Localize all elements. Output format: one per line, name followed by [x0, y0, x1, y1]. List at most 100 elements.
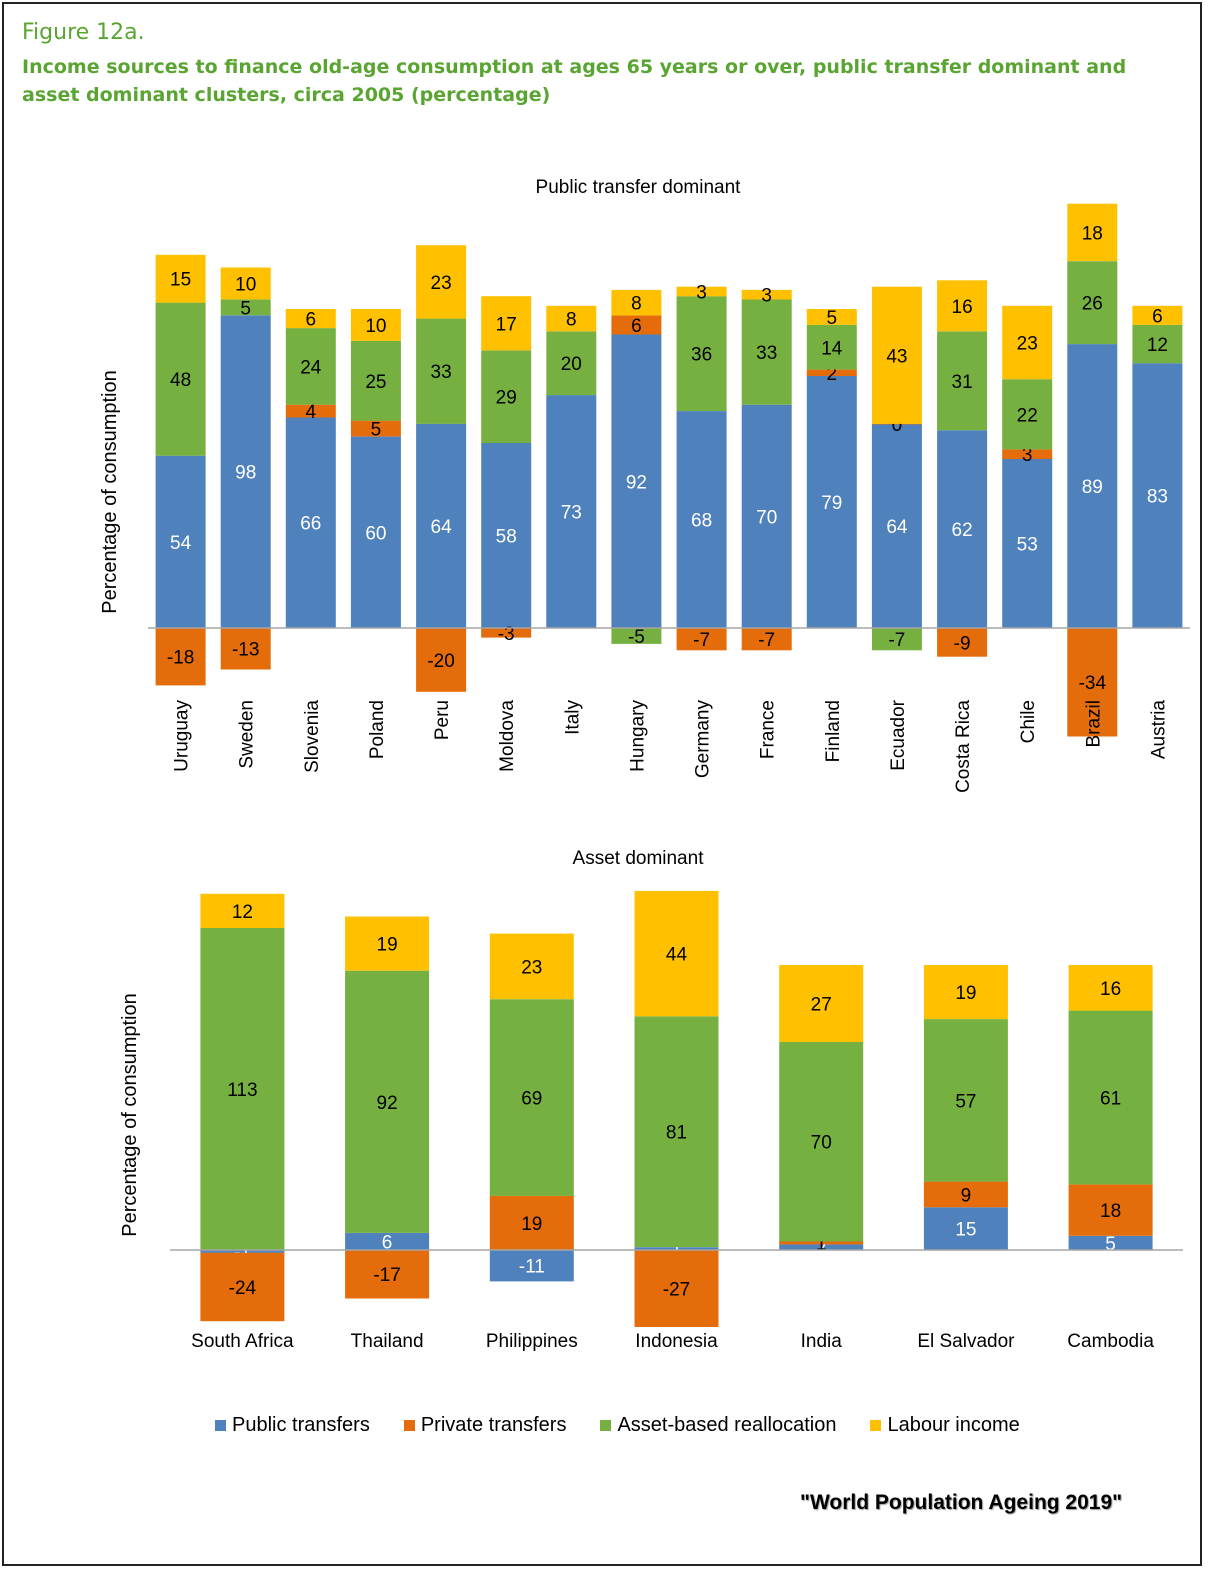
chart-2-bar-private-4	[779, 1241, 864, 1245]
chart-1-data-label-public-6: 73	[561, 503, 582, 524]
chart-1-data-label-public-4: 64	[431, 517, 453, 538]
chart-2-data-label-labour-0: 12	[232, 902, 253, 923]
chart-2-bar-asset-0	[200, 928, 285, 1251]
chart-1-bar-public-14	[1067, 344, 1118, 628]
chart-1-data-label-private-14: -34	[1079, 673, 1107, 694]
chart-1-bar-public-8	[676, 411, 727, 628]
chart-2-data-label-asset-5: 57	[955, 1091, 976, 1112]
chart-2-bar-private-6	[1068, 1184, 1153, 1236]
legend-item-public: Public transfers	[215, 1414, 370, 1437]
chart-1-data-label-asset-13: 22	[1017, 405, 1038, 426]
chart-1-bar-public-3	[350, 436, 401, 628]
chart-1-category-label-8: Germany	[693, 700, 714, 779]
chart-1-data-label-labour-3: 10	[365, 316, 386, 337]
chart-2-category-label-2: Philippines	[486, 1331, 578, 1352]
chart-2-bar-private-3	[634, 1250, 719, 1327]
chart-1-data-label-labour-10: 5	[827, 308, 838, 329]
chart-1-bar-private-14	[1067, 628, 1118, 737]
chart-2-data-label-private-5: 9	[961, 1185, 972, 1206]
chart-1-category-label-2: Slovenia	[302, 700, 323, 773]
chart-2-data-label-private-0: -24	[229, 1278, 257, 1299]
chart-1-bar-labour-9	[741, 289, 792, 300]
chart-1-data-label-asset-15: 12	[1147, 335, 1168, 356]
chart-1-data-label-asset-14: 26	[1082, 294, 1103, 315]
chart-2-data-label-public-4: 2	[816, 1238, 827, 1259]
chart-1-data-label-private-4: -20	[427, 651, 454, 672]
chart-1-data-label-public-0: 54	[170, 533, 192, 554]
chart-1-bar-asset-10	[806, 324, 857, 370]
chart-1-y-axis-label: Percentage of consumption	[99, 370, 121, 614]
chart-2-data-label-private-4: 1	[816, 1234, 827, 1255]
chart-2-category-label-3: Indonesia	[635, 1331, 718, 1352]
source-note: "World Population Ageing 2019"	[800, 1491, 1123, 1514]
chart-2-data-label-public-6: 5	[1105, 1234, 1116, 1255]
chart-1-data-label-public-2: 66	[300, 514, 321, 535]
chart-1-bar-public-12	[937, 430, 988, 628]
legend-swatch-labour	[870, 1420, 882, 1431]
chart-2-data-label-public-1: 6	[382, 1233, 393, 1254]
chart-1-plot: 54-184815Uruguay98-13510Sweden664246Slov…	[148, 203, 1190, 793]
chart-1-bar-labour-1	[220, 267, 271, 300]
chart-1-data-label-public-13: 53	[1017, 535, 1038, 556]
legend-label-labour: Labour income	[887, 1414, 1020, 1436]
chart-1-bar-private-5	[481, 628, 532, 638]
chart-1-data-label-public-9: 70	[756, 507, 777, 528]
chart-1-bar-private-12	[937, 628, 988, 657]
chart-1-data-label-labour-12: 16	[952, 297, 973, 318]
chart-1-bar-public-7	[611, 334, 662, 628]
chart-1-bar-asset-11	[871, 628, 922, 651]
chart-2-data-label-labour-2: 23	[521, 957, 542, 978]
figure-title: Income sources to finance old-age consum…	[22, 56, 1127, 106]
chart-2-bar-public-0	[200, 1250, 285, 1253]
chart-2-bar-private-0	[200, 1252, 285, 1322]
chart-1-bar-asset-8	[676, 296, 727, 411]
chart-1-bar-labour-6	[546, 305, 597, 332]
chart-2-bar-labour-4	[779, 965, 864, 1042]
chart-1-bar-private-2	[285, 404, 336, 418]
chart-2-bar-labour-5	[923, 965, 1008, 1020]
chart-1-bar-asset-9	[741, 299, 792, 405]
chart-1-category-label-4: Peru	[432, 700, 453, 740]
chart-1-bar-asset-15	[1132, 324, 1183, 364]
chart-2-bar-private-2	[489, 1195, 574, 1250]
chart-1-data-label-private-3: 5	[371, 420, 382, 441]
chart-1-bar-public-2	[285, 417, 336, 628]
chart-2-data-label-asset-3: 81	[666, 1123, 687, 1144]
chart-1-bar-labour-10	[806, 309, 857, 325]
chart-2-bar-public-4	[779, 1244, 864, 1250]
chart-1-data-label-private-1: -13	[232, 640, 259, 661]
chart-2-bar-labour-1	[345, 916, 430, 971]
chart-1-data-label-labour-8: 3	[696, 283, 707, 304]
chart-1-bar-labour-3	[350, 309, 401, 341]
chart-2-bar-public-6	[1068, 1235, 1153, 1251]
chart-1-data-label-private-0: -18	[167, 648, 194, 669]
chart-1-bar-public-9	[741, 404, 792, 628]
chart-1-data-label-asset-10: 14	[821, 338, 843, 359]
chart-1-bar-labour-12	[937, 280, 988, 332]
chart-1-data-label-private-13: 3	[1022, 445, 1033, 466]
chart-1-data-label-public-1: 98	[235, 463, 256, 484]
chart-1-data-label-labour-11: 43	[886, 346, 907, 367]
chart-1-bar-private-4	[416, 628, 467, 692]
legend-item-private: Private transfers	[403, 1414, 566, 1437]
chart-1-data-label-public-11: 64	[886, 517, 908, 538]
chart-1-title: Public transfer dominant	[536, 177, 742, 198]
chart-1-bar-public-4	[416, 423, 467, 628]
chart-1-bar-labour-15	[1132, 305, 1183, 325]
chart-1-bar-asset-14	[1067, 261, 1118, 345]
chart-1-data-label-labour-1: 10	[235, 275, 256, 296]
chart-2-bar-public-2	[489, 1250, 574, 1282]
chart-2-data-label-private-1: -17	[373, 1265, 400, 1286]
chart-1-data-label-labour-2: 6	[306, 310, 317, 331]
chart-1-bar-public-15	[1132, 363, 1183, 628]
chart-1-data-label-labour-7: 8	[631, 294, 642, 315]
chart-1-bar-labour-13	[1002, 305, 1053, 380]
chart-2-bar-asset-6	[1068, 1010, 1153, 1185]
chart-1-data-label-asset-6: 20	[561, 354, 582, 375]
chart-2-data-label-labour-6: 16	[1100, 979, 1121, 1000]
chart-1-bar-asset-5	[481, 350, 532, 443]
chart-1-category-label-11: Ecuador	[888, 699, 909, 770]
legend: Public transfers Private transfers Asset-b…	[215, 1414, 1020, 1437]
chart-1-data-label-asset-5: 29	[496, 388, 517, 409]
chart-1-data-label-asset-12: 31	[952, 372, 973, 393]
